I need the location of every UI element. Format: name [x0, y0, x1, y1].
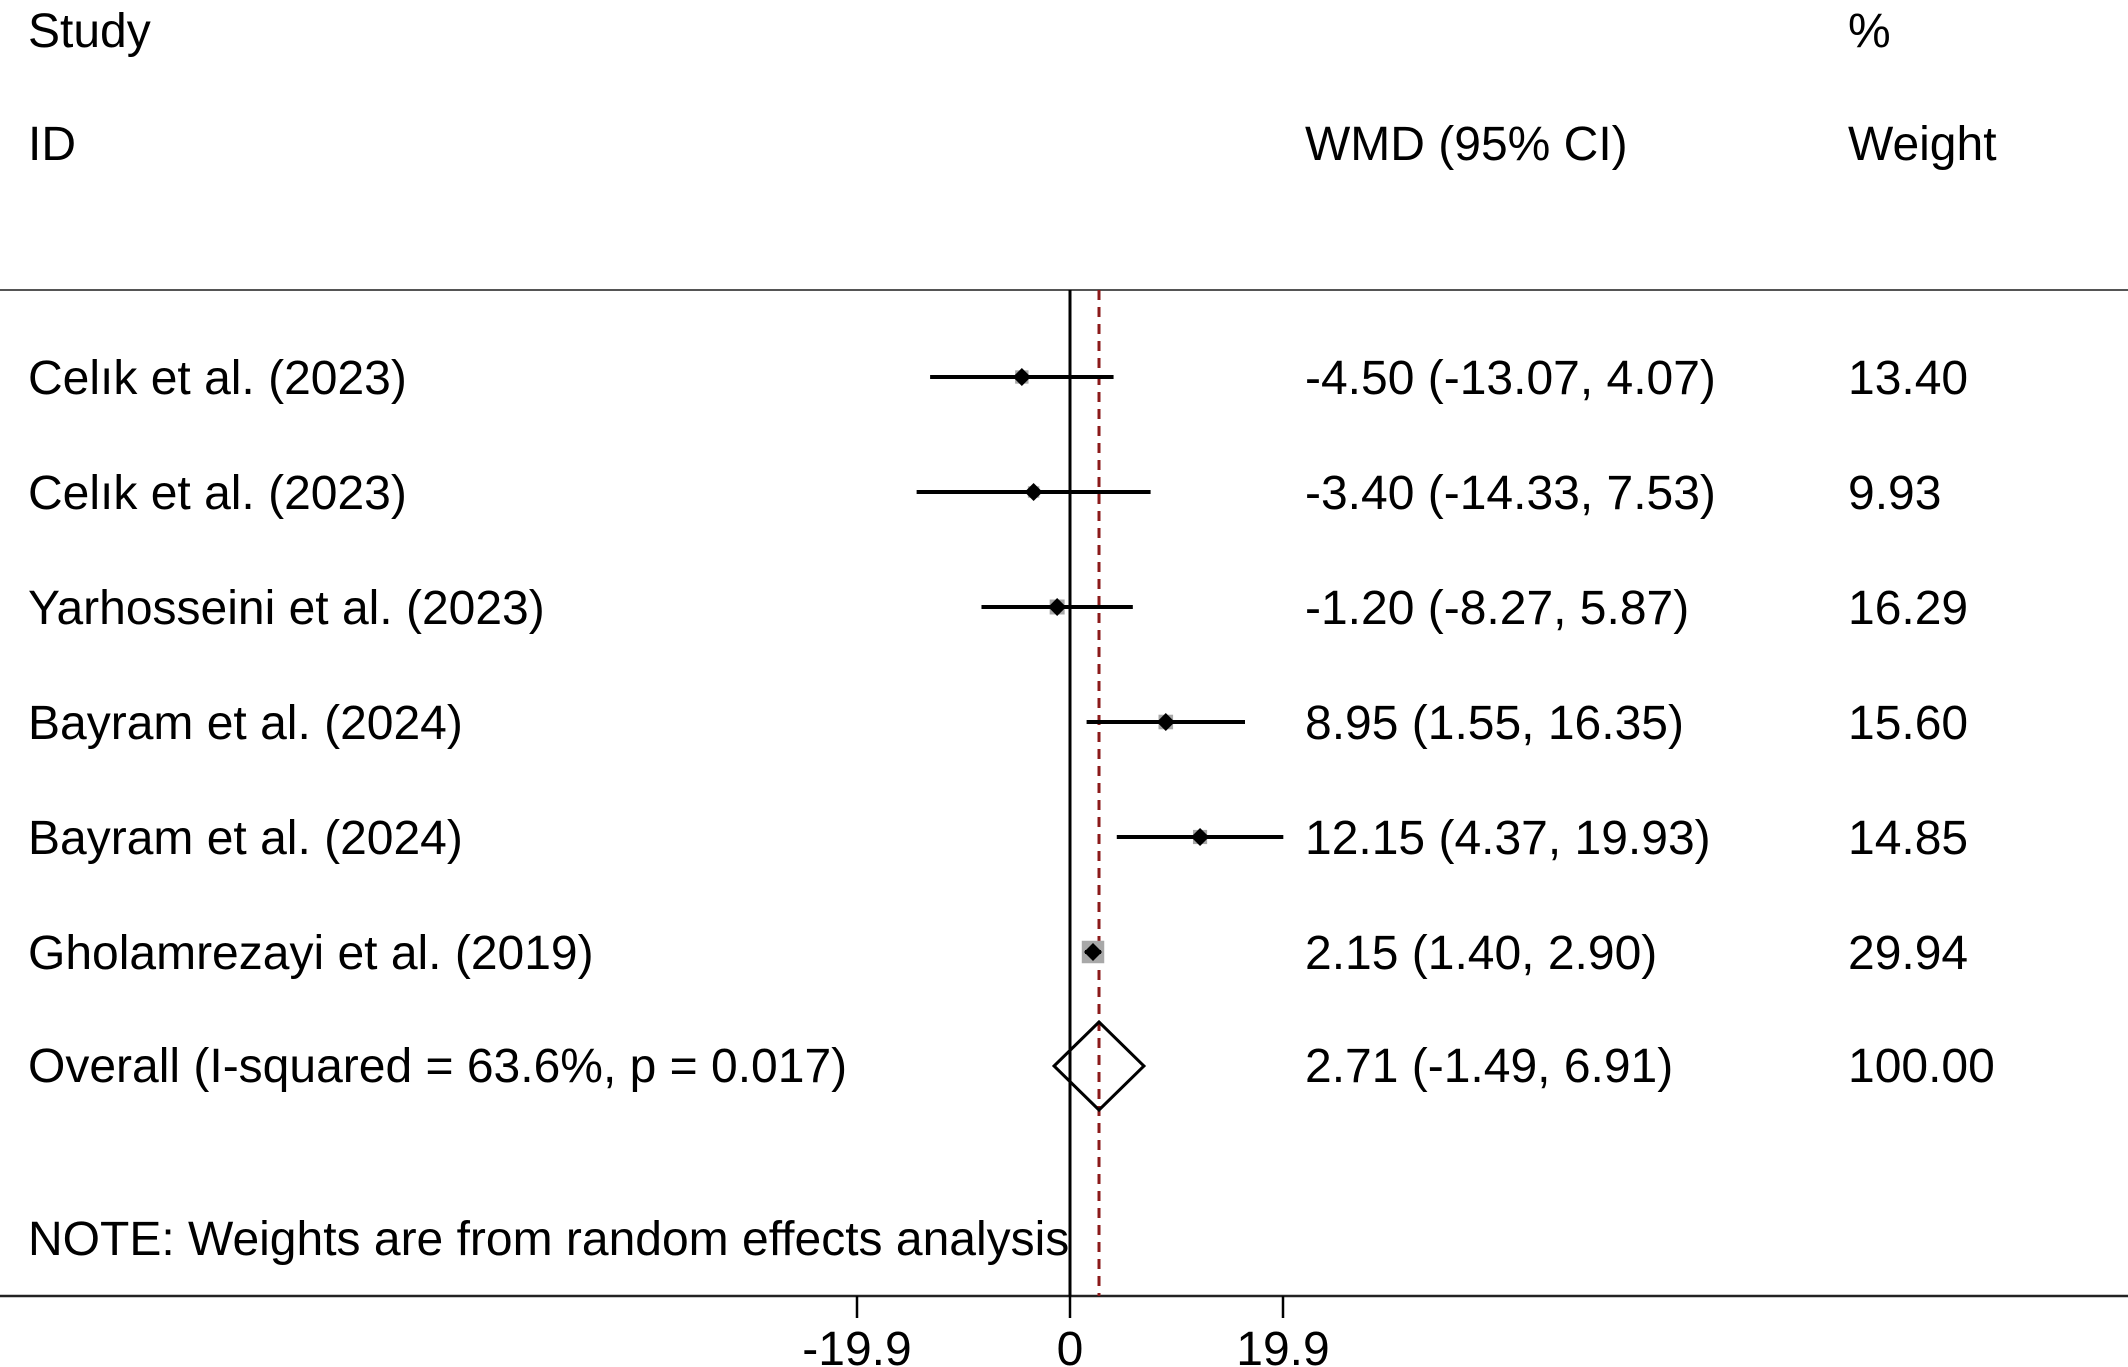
overall-diamond — [1051, 1019, 1147, 1113]
weight-text: 29.94 — [1848, 927, 1968, 980]
x-tick-label: 0 — [1057, 1323, 1084, 1367]
overall-row: Overall (I-squared = 63.6%, p = 0.017) 2… — [28, 1019, 1995, 1113]
ci-text: -3.40 (-14.33, 7.53) — [1305, 467, 1716, 520]
point-estimate-marker — [1084, 943, 1103, 961]
study-label: Bayram et al. (2024) — [28, 812, 463, 865]
study-row: Gholamrezayi et al. (2019) 2.15 (1.40, 2.… — [28, 927, 1968, 980]
study-label: Bayram et al. (2024) — [28, 697, 463, 750]
ci-text: 2.15 (1.40, 2.90) — [1305, 927, 1657, 980]
footnote: NOTE: Weights are from random effects an… — [28, 1213, 1069, 1266]
point-estimate-marker — [1191, 828, 1210, 846]
x-tick-label: -19.9 — [802, 1323, 911, 1367]
study-label: Gholamrezayi et al. (2019) — [28, 927, 594, 980]
study-row: Yarhosseini et al. (2023) -1.20 (-8.27, 5… — [28, 582, 1968, 635]
overall-ci-text: 2.71 (-1.49, 6.91) — [1305, 1040, 1673, 1093]
overall-weight-text: 100.00 — [1848, 1040, 1995, 1093]
id-header: ID — [28, 118, 76, 171]
ci-text: -4.50 (-13.07, 4.07) — [1305, 352, 1716, 405]
study-header: Study — [28, 5, 151, 58]
effect-header: WMD (95% CI) — [1305, 118, 1628, 171]
study-rows: Celık et al. (2023) -4.50 (-13.07, 4.07) 1… — [28, 352, 1968, 980]
study-row: Bayram et al. (2024) 8.95 (1.55, 16.35) 15… — [28, 697, 1968, 750]
x-tick-label: 19.9 — [1236, 1323, 1329, 1367]
point-estimate-marker — [1024, 483, 1043, 501]
point-estimate-marker — [1048, 598, 1067, 616]
point-estimate-marker — [1012, 368, 1031, 386]
weight-text: 16.29 — [1848, 582, 1968, 635]
weight-text: 14.85 — [1848, 812, 1968, 865]
weight-header: Weight — [1848, 118, 1997, 171]
weight-text: 13.40 — [1848, 352, 1968, 405]
study-label: Yarhosseini et al. (2023) — [28, 582, 545, 635]
study-row: Celık et al. (2023) -4.50 (-13.07, 4.07) 1… — [28, 352, 1968, 405]
study-row: Celık et al. (2023) -3.40 (-14.33, 7.53) 9… — [28, 467, 1941, 520]
study-label: Celık et al. (2023) — [28, 352, 407, 405]
percent-header: % — [1848, 5, 1891, 58]
study-row: Bayram et al. (2024) 12.15 (4.37, 19.93) 1… — [28, 812, 1968, 865]
x-axis-ticks: -19.9 0 19.9 — [802, 1296, 1330, 1367]
ci-text: 8.95 (1.55, 16.35) — [1305, 697, 1684, 750]
ci-text: -1.20 (-8.27, 5.87) — [1305, 582, 1689, 635]
study-label: Celık et al. (2023) — [28, 467, 407, 520]
point-estimate-marker — [1156, 713, 1175, 731]
ci-text: 12.15 (4.37, 19.93) — [1305, 812, 1711, 865]
weight-text: 9.93 — [1848, 467, 1941, 520]
overall-label: Overall (I-squared = 63.6%, p = 0.017) — [28, 1040, 847, 1093]
weight-text: 15.60 — [1848, 697, 1968, 750]
